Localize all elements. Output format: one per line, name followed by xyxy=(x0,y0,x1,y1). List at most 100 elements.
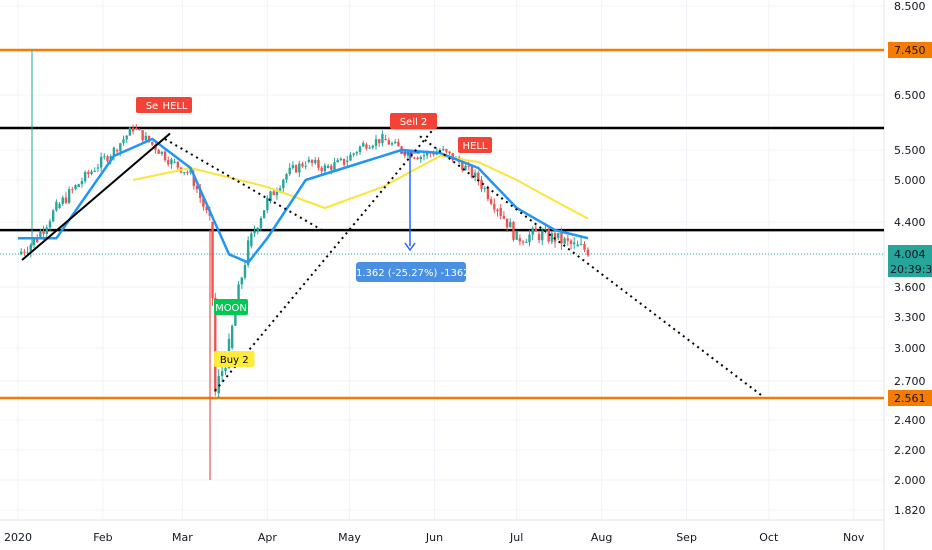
time-axis-label: Nov xyxy=(843,531,865,544)
trendline-dotted-2[interactable] xyxy=(214,130,433,392)
candle-body xyxy=(217,376,220,394)
candle-body xyxy=(205,206,208,211)
candle-body xyxy=(35,238,39,243)
signal-label: HELL xyxy=(163,101,188,112)
price-axis-label: 3.600 xyxy=(894,281,926,294)
candle-body xyxy=(83,172,87,182)
price-axis-highlight xyxy=(888,42,932,58)
signal-badge[interactable] xyxy=(214,299,248,315)
signal-badge[interactable] xyxy=(390,113,437,129)
candle-body xyxy=(122,139,125,144)
candle-body xyxy=(333,162,336,170)
candle-body xyxy=(301,163,304,167)
time-axis-label: Apr xyxy=(258,531,278,544)
candle-body xyxy=(349,154,352,161)
price-axis-label: 6.500 xyxy=(894,89,926,102)
time-axis-label: Mar xyxy=(172,531,193,544)
candle-body xyxy=(317,160,320,168)
time-axis-label: Oct xyxy=(759,531,779,544)
time-axis-label: 2020 xyxy=(4,531,32,544)
candle-body xyxy=(496,209,499,212)
candle-body xyxy=(346,160,349,162)
candle-body xyxy=(368,147,371,149)
candle-body xyxy=(61,197,64,204)
price-axis-label: 2.200 xyxy=(894,444,926,457)
candle-body xyxy=(285,174,288,180)
candle-body xyxy=(384,139,387,141)
candle-body xyxy=(259,218,263,229)
price-axis-label: 5.000 xyxy=(894,174,926,187)
candle-body xyxy=(477,172,480,182)
signal-badge[interactable] xyxy=(458,137,492,153)
candle-body xyxy=(425,152,429,156)
candle-body xyxy=(173,161,176,163)
candle-body xyxy=(246,240,250,266)
candle-body xyxy=(262,210,266,219)
trendline-solid[interactable] xyxy=(21,132,171,261)
candle-body xyxy=(505,218,509,228)
candle-body xyxy=(253,231,256,234)
candle-body xyxy=(144,135,148,141)
candle-body xyxy=(29,244,32,253)
candle-body xyxy=(419,156,422,160)
candle-body xyxy=(586,249,590,256)
candle-body xyxy=(521,241,525,243)
signal-badge[interactable] xyxy=(214,351,255,367)
time-axis-label: Feb xyxy=(93,531,112,544)
candle-body xyxy=(64,197,68,203)
candle-body xyxy=(397,141,400,147)
candle-body xyxy=(323,165,327,172)
candle-body xyxy=(26,252,29,254)
candle-body xyxy=(141,130,144,141)
candle-body xyxy=(416,157,419,160)
candle-body xyxy=(461,162,464,171)
candle-body xyxy=(464,165,467,171)
candle-body xyxy=(326,165,330,168)
candle-body xyxy=(48,221,52,228)
candle-body xyxy=(157,149,160,154)
candle-body xyxy=(534,228,538,232)
candle-body xyxy=(74,185,77,190)
candle-body xyxy=(103,156,106,158)
candle-body xyxy=(90,171,93,175)
candle-body xyxy=(550,233,554,242)
candle-body xyxy=(87,172,90,175)
candle-body xyxy=(77,184,80,187)
price-axis-label: 7.450 xyxy=(894,44,926,57)
price-axis-highlight xyxy=(888,390,932,406)
candle-body xyxy=(413,157,416,159)
signal-badge[interactable] xyxy=(158,97,192,113)
candle-body xyxy=(163,151,167,161)
candle-body xyxy=(183,172,186,174)
candle-body xyxy=(566,238,570,241)
candle-body xyxy=(112,147,116,157)
candle-body xyxy=(394,141,397,144)
candle-body xyxy=(39,231,42,239)
signal-label: Buy 2 xyxy=(220,355,249,366)
candle-body xyxy=(304,165,307,167)
candle-body xyxy=(192,174,196,186)
measure-label-box xyxy=(356,262,466,282)
candle-body xyxy=(199,189,202,199)
candle-body xyxy=(330,165,333,170)
current-price-value: 4.004 xyxy=(894,248,926,261)
candle-body xyxy=(569,240,573,245)
candle-body xyxy=(275,191,279,196)
candle-body xyxy=(167,160,170,165)
candle-body xyxy=(502,215,506,219)
candle-body xyxy=(291,165,295,168)
ma-fast-line xyxy=(18,137,589,264)
time-axis-label: Jun xyxy=(425,531,443,544)
candle-body xyxy=(96,167,100,169)
candle-body xyxy=(211,222,214,299)
candle-body xyxy=(537,234,541,241)
candle-body xyxy=(310,159,314,164)
candle-body xyxy=(493,203,496,210)
candle-body xyxy=(480,180,483,189)
candle-body xyxy=(528,234,531,243)
trendline-dotted-1[interactable] xyxy=(164,138,323,231)
countdown-timer: 20:39:34 xyxy=(890,263,932,276)
candle-body xyxy=(499,208,502,216)
